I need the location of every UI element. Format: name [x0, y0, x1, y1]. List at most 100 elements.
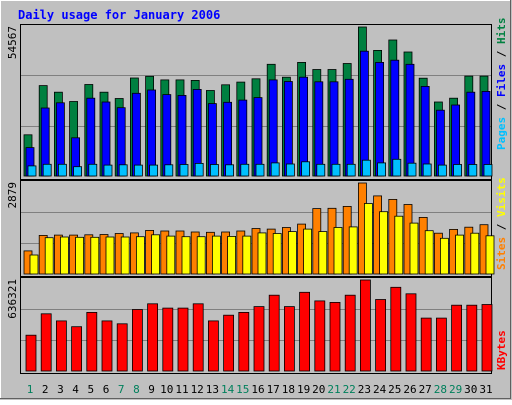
bar-files-day-19 — [299, 76, 309, 177]
bar-kbytes-day-11 — [177, 307, 189, 372]
bar-pages-day-2 — [42, 163, 52, 177]
bar-kbytes-day-5 — [86, 311, 98, 372]
svg-text:Pages / Files / Hits: Pages / Files / Hits — [495, 18, 508, 151]
bar-kbytes-day-18 — [283, 306, 295, 372]
bar-sites-day-8 — [135, 236, 145, 275]
legend-kbytes: KBytes — [495, 330, 508, 370]
x-tick-label-day-24: 24 — [373, 383, 387, 396]
bar-sites-day-19 — [303, 228, 313, 275]
x-tick-label-day-27: 27 — [419, 383, 432, 396]
bar-kbytes-day-4 — [71, 326, 82, 372]
bar-pages-day-17 — [270, 162, 280, 177]
bar-files-day-24 — [375, 62, 385, 177]
x-tick-label-day-9: 9 — [148, 383, 155, 396]
legend-separator-2: / — [495, 44, 508, 64]
x-tick-label-day-5: 5 — [87, 383, 94, 396]
bar-pages-day-22 — [346, 163, 356, 177]
bar-pages-day-31 — [483, 164, 493, 177]
x-tick-label-day-23: 23 — [358, 383, 371, 396]
bar-files-day-31 — [481, 91, 491, 177]
bar-kbytes-day-24 — [375, 299, 387, 372]
bar-pages-day-21 — [331, 163, 341, 177]
bar-kbytes-day-12 — [192, 303, 204, 372]
bar-kbytes-day-20 — [314, 300, 326, 372]
bar-sites-day-27 — [424, 230, 434, 275]
bar-files-day-26 — [405, 63, 415, 177]
bar-sites-day-11 — [181, 236, 191, 275]
bar-pages-day-7 — [118, 164, 128, 177]
panel2-max-value-label: 2879 — [6, 182, 19, 209]
x-tick-label-day-12: 12 — [191, 383, 204, 396]
chart-title: Daily usage for January 2006 — [18, 8, 220, 22]
bar-pages-day-5 — [88, 163, 98, 177]
x-axis-labels: 1 2 3 4 5 6 7 8 9 10 11 12 13 14 15 16 17 18 19 20 21 22 23 24 2… — [27, 383, 493, 396]
bar-files-day-17 — [268, 79, 278, 177]
bar-sites-day-7 — [120, 236, 130, 275]
bar-sites-day-5 — [90, 236, 100, 275]
bar-kbytes-day-14 — [223, 314, 235, 372]
bar-kbytes-day-21 — [329, 301, 341, 372]
bar-files-day-10 — [162, 94, 172, 177]
bar-kbytes-day-22 — [344, 294, 356, 372]
bar-pages-day-20 — [316, 163, 326, 177]
bar-sites-day-12 — [196, 236, 206, 275]
bar-kbytes-day-9 — [147, 303, 159, 372]
bar-kbytes-day-1 — [25, 334, 37, 372]
legend-files: Files — [495, 64, 508, 97]
bar-pages-day-23 — [361, 159, 371, 177]
x-tick-label-day-31: 31 — [479, 383, 492, 396]
x-tick-label-day-13: 13 — [206, 383, 219, 396]
bar-pages-day-8 — [133, 164, 143, 177]
x-tick-label-day-11: 11 — [175, 383, 188, 396]
bar-sites-day-4 — [75, 236, 84, 275]
bar-pages-day-11 — [179, 164, 189, 177]
bar-sites-day-16 — [257, 232, 267, 275]
bar-sites-day-15 — [242, 235, 252, 275]
x-tick-label-day-25: 25 — [388, 383, 401, 396]
bar-sites-day-28 — [439, 237, 449, 275]
bar-kbytes-day-30 — [466, 304, 478, 372]
x-tick-label-day-20: 20 — [312, 383, 325, 396]
bar-pages-day-3 — [58, 163, 67, 177]
svg-text:Sites / Visits: Sites / Visits — [495, 177, 508, 270]
bar-sites-day-10 — [166, 235, 176, 275]
bar-kbytes-day-17 — [268, 294, 280, 372]
bar-kbytes-day-7 — [116, 323, 128, 372]
bar-pages-day-19 — [301, 161, 311, 177]
bar-pages-day-28 — [437, 164, 447, 177]
bar-sites-day-26 — [409, 222, 419, 275]
legend-panel2: Sites / Visits — [495, 177, 508, 270]
legend-visits: Visits — [495, 177, 508, 217]
bar-sites-day-25 — [394, 215, 404, 275]
bar-files-day-27 — [420, 86, 430, 177]
bar-kbytes-day-13 — [207, 320, 219, 372]
bar-kbytes-day-28 — [435, 317, 447, 372]
bar-kbytes-day-15 — [238, 311, 250, 372]
bar-sites-day-13 — [211, 235, 221, 275]
bar-sites-day-9 — [151, 234, 161, 275]
bar-pages-day-18 — [285, 163, 295, 177]
bar-pages-day-27 — [422, 163, 432, 177]
bar-kbytes-day-31 — [481, 304, 493, 372]
x-tick-label-day-7: 7 — [118, 383, 125, 396]
x-tick-label-day-8: 8 — [133, 383, 140, 396]
bar-pages-day-24 — [377, 162, 387, 177]
bar-kbytes-day-8 — [131, 309, 143, 372]
bar-files-day-9 — [147, 89, 157, 177]
bar-files-day-8 — [131, 92, 141, 177]
panel3-max-value-label: 636321 — [6, 279, 19, 319]
bar-sites-day-29 — [455, 234, 465, 275]
bar-sites-day-31 — [485, 235, 495, 275]
x-tick-label-day-19: 19 — [297, 383, 310, 396]
bar-kbytes-day-29 — [451, 304, 463, 372]
bar-files-day-20 — [314, 81, 324, 177]
x-tick-label-day-18: 18 — [282, 383, 295, 396]
bar-kbytes-day-26 — [405, 293, 417, 372]
bar-pages-day-25 — [392, 158, 402, 177]
bar-sites-day-18 — [287, 231, 297, 275]
bar-kbytes-day-6 — [101, 320, 113, 372]
x-tick-label-day-30: 30 — [464, 383, 477, 396]
bar-kbytes-day-16 — [253, 306, 265, 372]
